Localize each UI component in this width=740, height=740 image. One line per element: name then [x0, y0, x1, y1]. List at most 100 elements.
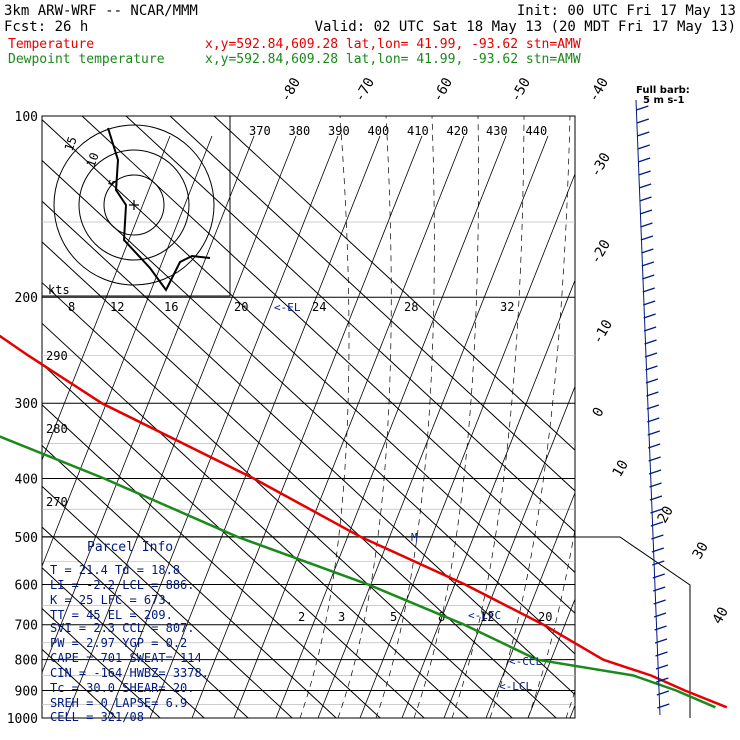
- wind-barb: [652, 573, 665, 579]
- wind-barb: [641, 248, 654, 254]
- wind-barb: [638, 183, 652, 189]
- mixing-ratio-label: 3: [338, 610, 345, 624]
- ccl-marker: <-CCL: [509, 655, 542, 668]
- parcel-row: Tc = 30.0 SHEAR= 20.: [50, 681, 195, 695]
- dry-adiabat-line: [612, 136, 740, 718]
- pressure-tick-label: 100: [15, 110, 38, 125]
- wind-barb: [655, 664, 669, 670]
- theta-label-left: 270: [46, 495, 68, 509]
- theta-label: 440: [526, 124, 548, 138]
- isotherm-line: [169, 116, 575, 492]
- mixing-ratio-line: [337, 116, 392, 718]
- isotherm-label-right: 20: [655, 503, 677, 526]
- hodograph-trace: [107, 127, 211, 292]
- dry-adiabat-line: [149, 135, 381, 718]
- dry-adiabat-line: [233, 135, 465, 718]
- wind-barb: [640, 235, 654, 241]
- hodograph-unit-label: kts: [48, 283, 70, 297]
- hodograph-ring: [78, 149, 190, 261]
- pressure-tick-label: 600: [15, 578, 38, 593]
- parcel-row: SREH = 0 LAPSE= 6.9: [50, 696, 187, 710]
- parcel-info-title: Parcel Info: [87, 540, 173, 555]
- wind-barb: [649, 482, 662, 488]
- dewpoint-profile: [0, 435, 716, 709]
- parcel-row: CIN = -164 HWBZ= 3378.: [50, 666, 209, 680]
- wind-barb: [636, 105, 649, 111]
- mixing-ratio-label: 20: [234, 300, 248, 314]
- wind-legend-line2: 5 m s-1: [643, 95, 684, 106]
- wind-barb: [646, 404, 660, 410]
- pressure-tick-label: 200: [15, 291, 38, 306]
- dry-adiabat-line: [569, 704, 575, 718]
- pressure-tick-label: 1000: [7, 712, 38, 727]
- mixing-ratio-line: [413, 116, 479, 718]
- wind-barb: [646, 391, 659, 397]
- wind-barb: [648, 469, 662, 475]
- wind-barb: [638, 170, 651, 176]
- dry-adiabat-line: [527, 597, 575, 718]
- parcel-info-panel: Parcel Info T = 21.4 Td = 18.8 LI = -2.2…: [50, 540, 209, 724]
- parcel-row: LI = -2.2 LCL = 886.: [50, 578, 195, 592]
- pressure-tick-label: 800: [15, 654, 38, 669]
- profiles: [0, 334, 728, 709]
- wind-barb: [651, 534, 664, 540]
- el-marker: <-EL: [274, 301, 301, 314]
- wind-barb: [647, 417, 660, 423]
- mixing-ratio-line: [565, 689, 575, 718]
- mixing-ratio-label: 5: [390, 610, 397, 624]
- temperature-legend: Temperature: [8, 37, 94, 52]
- mixing-ratio-label: 12: [480, 610, 494, 624]
- wind-barb: [642, 287, 655, 293]
- mixing-ratio-line: [375, 116, 435, 718]
- pressure-tick-label: 700: [15, 619, 38, 634]
- parcel-row: TT = 45 EL = 209.: [50, 608, 173, 622]
- mixing-ratio-label: 20: [538, 610, 552, 624]
- dry-adiabat-line: [317, 135, 549, 718]
- wind-barb: [636, 118, 650, 124]
- hodograph-ring: [103, 174, 165, 236]
- temperature-location: x,y=592.84,609.28 lat,lon= 41.99, -93.62…: [205, 37, 581, 52]
- isotherm-label-right: 30: [690, 539, 712, 562]
- wind-barb: [647, 443, 661, 449]
- isotherm-label-top: -50: [508, 75, 535, 105]
- init-time: Init: 00 UTC Fri 17 May 13: [517, 3, 736, 19]
- hodo-ring-label-10: 10: [84, 151, 102, 169]
- theta-label: 390: [328, 124, 350, 138]
- wind-barb: [645, 365, 658, 371]
- hodograph: kts 15 10 5: [48, 124, 215, 297]
- dry-adiabat-line: [107, 135, 339, 718]
- wind-barb: [647, 430, 660, 436]
- mixing-ratio-label: 2: [298, 610, 305, 624]
- hodograph-center: [129, 200, 139, 210]
- dry-adiabat-line: [191, 135, 423, 718]
- wind-barb: [644, 339, 657, 345]
- wind-barb: [650, 521, 664, 527]
- wind-barb: [643, 313, 656, 319]
- isotherm-line: [42, 281, 513, 718]
- wind-barb: [648, 456, 661, 462]
- barb-staff-guide: [635, 99, 661, 716]
- wind-barb: [645, 378, 659, 384]
- wind-barb: [656, 690, 670, 696]
- pressure-tick-label: 300: [15, 397, 38, 412]
- wind-barb: [643, 326, 657, 332]
- theta-label: 370: [249, 124, 271, 138]
- mixing-ratio-label: 28: [404, 300, 418, 314]
- hodo-ring-label-15: 15: [62, 135, 80, 153]
- parcel-row: CAPE = 701 SWEAT= 114: [50, 651, 202, 665]
- parcel-row: PW = 2.97 YGP = 0.2: [50, 636, 187, 650]
- isotherm-label-top: -40: [586, 75, 613, 105]
- wind-barb: [653, 612, 667, 618]
- isotherm-label-top: -80: [278, 75, 305, 105]
- valid-time: Valid: 02 UTC Sat 18 May 13 (20 MDT Fri …: [315, 19, 736, 35]
- dry-adiabat-line: [443, 385, 575, 718]
- theta-label: 430: [486, 124, 508, 138]
- theta-label: 410: [407, 124, 429, 138]
- theta-label-left: 290: [46, 349, 68, 363]
- isotherm-line: [81, 116, 575, 574]
- wind-barbs: [635, 99, 670, 716]
- isotherm-label-right: -30: [588, 150, 615, 180]
- wind-barb: [637, 144, 650, 150]
- wind-barb: [654, 638, 668, 644]
